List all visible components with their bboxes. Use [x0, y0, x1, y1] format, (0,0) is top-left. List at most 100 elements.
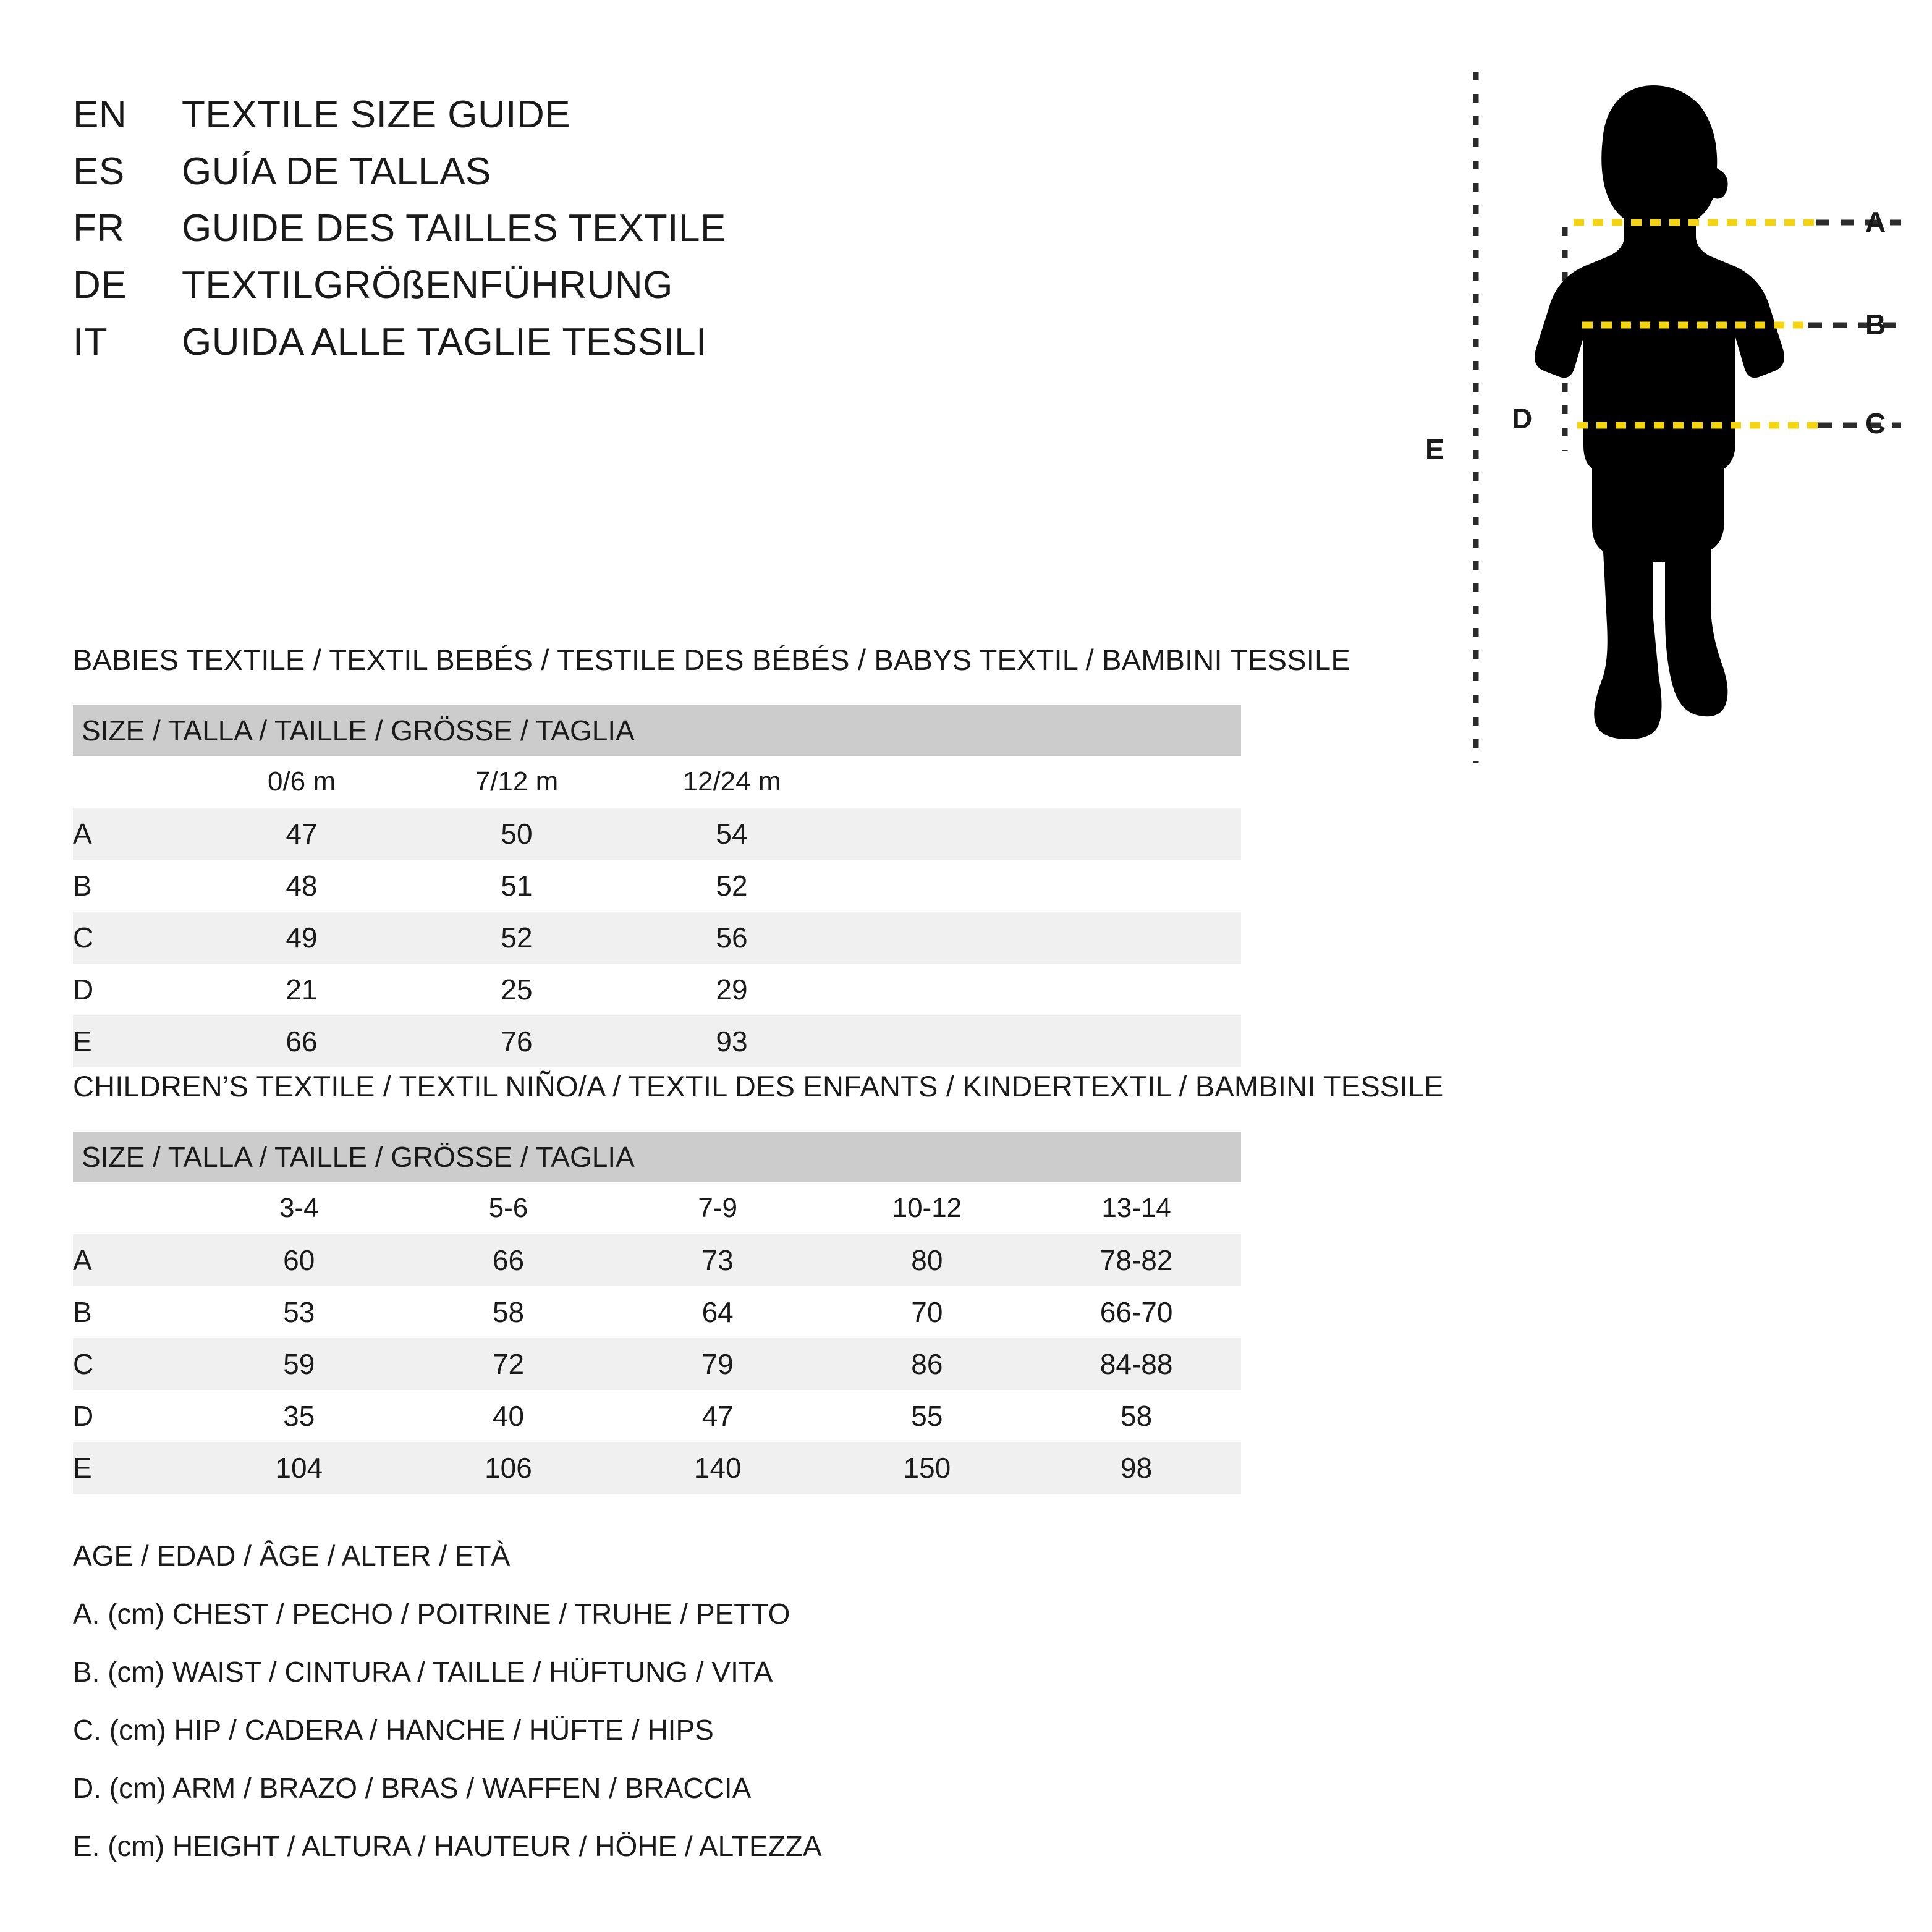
babies-size-header-bar: SIZE / TALLA / TAILLE / GRÖSSE / TAGLIA: [73, 705, 1241, 756]
babies-column-header: 7/12 m: [475, 766, 559, 797]
table-row: B 48 51 52: [73, 860, 1241, 912]
figure-label-b: B: [1865, 308, 1886, 341]
row-label: C: [73, 912, 194, 964]
table-row: D 21 25 29: [73, 964, 1241, 1015]
title-text: TEXTILGRÖßENFÜHRUNG: [182, 264, 673, 307]
children-column-header: 10-12: [892, 1193, 962, 1223]
row-value: 93: [624, 1015, 839, 1067]
row-value: 47: [701, 1400, 734, 1432]
row-label: B: [73, 1296, 92, 1328]
babies-table-wrap: SIZE / TALLA / TAILLE / GRÖSSE / TAGLIA …: [73, 705, 1241, 1067]
child-silhouette-diagram: [1473, 72, 1901, 763]
title-row-de: DE TEXTILGRÖßENFÜHRUNG: [73, 263, 1124, 320]
measurement-figure: E D A B C: [1403, 68, 1910, 766]
row-label: B: [73, 870, 92, 902]
title-row-it: IT GUIDA ALLE TAGLIE TESSILI: [73, 320, 1124, 377]
row-value: 150: [822, 1442, 1032, 1494]
row-value: 66: [194, 1015, 409, 1067]
children-column-header: 7-9: [698, 1193, 737, 1223]
spacer-cell: [839, 912, 1241, 964]
row-value: 51: [501, 870, 533, 902]
row-value: 35: [283, 1400, 315, 1432]
spacer-cell: [839, 808, 1241, 860]
row-value: 76: [409, 1015, 624, 1067]
title-lang-code: DE: [73, 264, 127, 307]
babies-section-heading: BABIES TEXTILE / TEXTIL BEBÉS / TESTILE …: [73, 643, 1350, 676]
spacer-cell: [839, 1015, 1241, 1067]
figure-label-a: A: [1865, 206, 1886, 238]
row-value: 21: [286, 973, 318, 1006]
measurement-legend: AGE / EDAD / ÂGE / ALTER / ETÀ A. (cm) C…: [73, 1527, 822, 1875]
row-value: 79: [612, 1338, 823, 1390]
row-label: E: [73, 1442, 195, 1494]
title-text: GUIDA ALLE TAGLIE TESSILI: [182, 321, 707, 363]
table-row: D 35 40 47 55 58: [73, 1390, 1241, 1442]
figure-label-e: E: [1425, 433, 1444, 465]
babies-column-header: 0/6 m: [267, 766, 336, 797]
row-value: 50: [409, 808, 624, 860]
row-value: 56: [624, 912, 839, 964]
children-column-header: 13-14: [1101, 1193, 1171, 1223]
table-row: E 104 106 140 150 98: [73, 1442, 1241, 1494]
title-row-fr: FR GUIDE DES TAILLES TEXTILE: [73, 206, 1124, 263]
title-lang-code: EN: [73, 93, 127, 136]
row-label: C: [73, 1338, 195, 1390]
legend-waist: B. (cm) WAIST / CINTURA / TAILLE / HÜFTU…: [73, 1656, 773, 1688]
empty-corner: [73, 1182, 194, 1234]
figure-label-d: D: [1512, 402, 1533, 434]
row-value: 54: [624, 808, 839, 860]
row-value: 72: [404, 1338, 613, 1390]
legend-height: E. (cm) HEIGHT / ALTURA / HAUTEUR / HÖHE…: [73, 1830, 822, 1862]
children-size-header-label: SIZE / TALLA / TAILLE / GRÖSSE / TAGLIA: [73, 1132, 1241, 1182]
row-value: 73: [612, 1234, 823, 1286]
table-row: C 49 52 56: [73, 912, 1241, 964]
silhouette-body: [1535, 85, 1784, 739]
row-value: 66-70: [1099, 1296, 1173, 1328]
table-row: A 60 66 73 80 78-82: [73, 1234, 1241, 1286]
row-value: 59: [194, 1338, 404, 1390]
babies-column-header: 12/24 m: [682, 766, 781, 797]
row-value: 84-88: [1032, 1338, 1241, 1390]
spacer-cell: [839, 756, 1241, 808]
babies-size-table: SIZE / TALLA / TAILLE / GRÖSSE / TAGLIA …: [73, 705, 1241, 1067]
legend-hip: C. (cm) HIP / CADERA / HANCHE / HÜFTE / …: [73, 1714, 714, 1746]
row-label: D: [73, 1400, 94, 1432]
row-value: 78-82: [1032, 1234, 1241, 1286]
children-size-table: SIZE / TALLA / TAILLE / GRÖSSE / TAGLIA …: [73, 1132, 1241, 1494]
row-value: 64: [701, 1296, 734, 1328]
row-value: 52: [409, 912, 624, 964]
table-row: B 53 58 64 70 66-70: [73, 1286, 1241, 1338]
row-label: E: [73, 1015, 194, 1067]
row-value: 140: [612, 1442, 823, 1494]
row-value: 58: [1121, 1400, 1153, 1432]
row-value: 29: [716, 973, 748, 1006]
legend-chest: A. (cm) CHEST / PECHO / POITRINE / TRUHE…: [73, 1598, 790, 1630]
title-row-es: ES GUÍA DE TALLAS: [73, 150, 1124, 206]
title-row-en: EN TEXTILE SIZE GUIDE: [73, 93, 1124, 150]
children-section-heading: CHILDREN’S TEXTILE / TEXTIL NIÑO/A / TEX…: [73, 1070, 1444, 1103]
title-text: GUÍA DE TALLAS: [182, 150, 491, 193]
row-value: 106: [404, 1442, 613, 1494]
row-value: 40: [492, 1400, 525, 1432]
figure-label-c: C: [1865, 407, 1886, 439]
row-value: 70: [911, 1296, 943, 1328]
babies-section: BABIES TEXTILE / TEXTIL BEBÉS / TESTILE …: [73, 643, 1350, 1067]
spacer-cell: [839, 860, 1241, 912]
legend-arm: D. (cm) ARM / BRAZO / BRAS / WAFFEN / BR…: [73, 1772, 752, 1804]
row-value: 104: [194, 1442, 404, 1494]
babies-size-header-label: SIZE / TALLA / TAILLE / GRÖSSE / TAGLIA: [73, 705, 1241, 756]
row-label: A: [73, 1234, 195, 1286]
row-value: 25: [501, 973, 533, 1006]
children-column-header-row: 3-4 5-6 7-9 10-12 13-14: [73, 1182, 1241, 1234]
row-value: 52: [716, 870, 748, 902]
children-size-header-bar: SIZE / TALLA / TAILLE / GRÖSSE / TAGLIA: [73, 1132, 1241, 1182]
title-block: EN TEXTILE SIZE GUIDE ES GUÍA DE TALLAS …: [73, 93, 1124, 377]
row-value: 80: [822, 1234, 1032, 1286]
children-table-wrap: SIZE / TALLA / TAILLE / GRÖSSE / TAGLIA …: [73, 1132, 1241, 1494]
row-value: 53: [283, 1296, 315, 1328]
table-row: A 47 50 54: [73, 808, 1241, 860]
row-value: 49: [194, 912, 409, 964]
title-lang-code: IT: [73, 321, 108, 363]
row-value: 86: [822, 1338, 1032, 1390]
children-column-header: 3-4: [279, 1193, 319, 1223]
